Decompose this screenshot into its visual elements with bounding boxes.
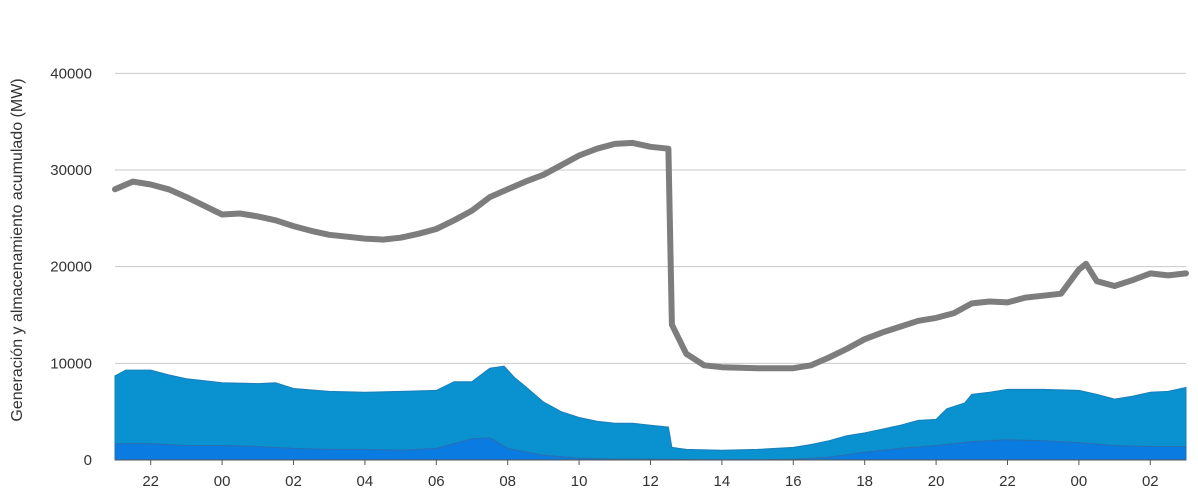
x-tick-label: 00 [1071,473,1088,490]
x-tick-label: 22 [999,473,1016,490]
x-tick-labels: 22 00 02 04 06 08 10 12 14 16 18 20 22 00 02 [142,460,1159,490]
x-tick-label: 08 [499,473,516,490]
x-tick-label: 10 [571,473,588,490]
gridlines [115,72,1186,364]
x-tick-label: 02 [285,473,302,490]
x-tick-label: 20 [928,473,945,490]
y-axis-title: Generación y almacenamiento acumulado (M… [9,78,26,421]
line-series-storage [112,139,1189,372]
x-tick-label: 22 [142,473,159,490]
area-series-lower [114,437,1187,461]
x-tick-label: 18 [856,473,873,490]
x-tick-label: 14 [714,473,731,490]
y-tick-label: 40000 [50,65,92,82]
y-tick-label: 30000 [50,162,92,179]
x-tick-label: 00 [214,473,231,490]
x-tick-label: 06 [428,473,445,490]
y-tick-label: 20000 [50,259,92,276]
y-tick-labels: 0 10000 20000 30000 40000 [50,65,92,469]
x-tick-label: 12 [642,473,659,490]
series-layer [112,139,1189,461]
area-series-upper [114,365,1187,461]
x-tick-label: 02 [1142,473,1159,490]
x-tick-label: 16 [785,473,802,490]
x-tick-label: 04 [357,473,374,490]
y-tick-label: 0 [84,452,92,469]
y-tick-label: 10000 [50,355,92,372]
